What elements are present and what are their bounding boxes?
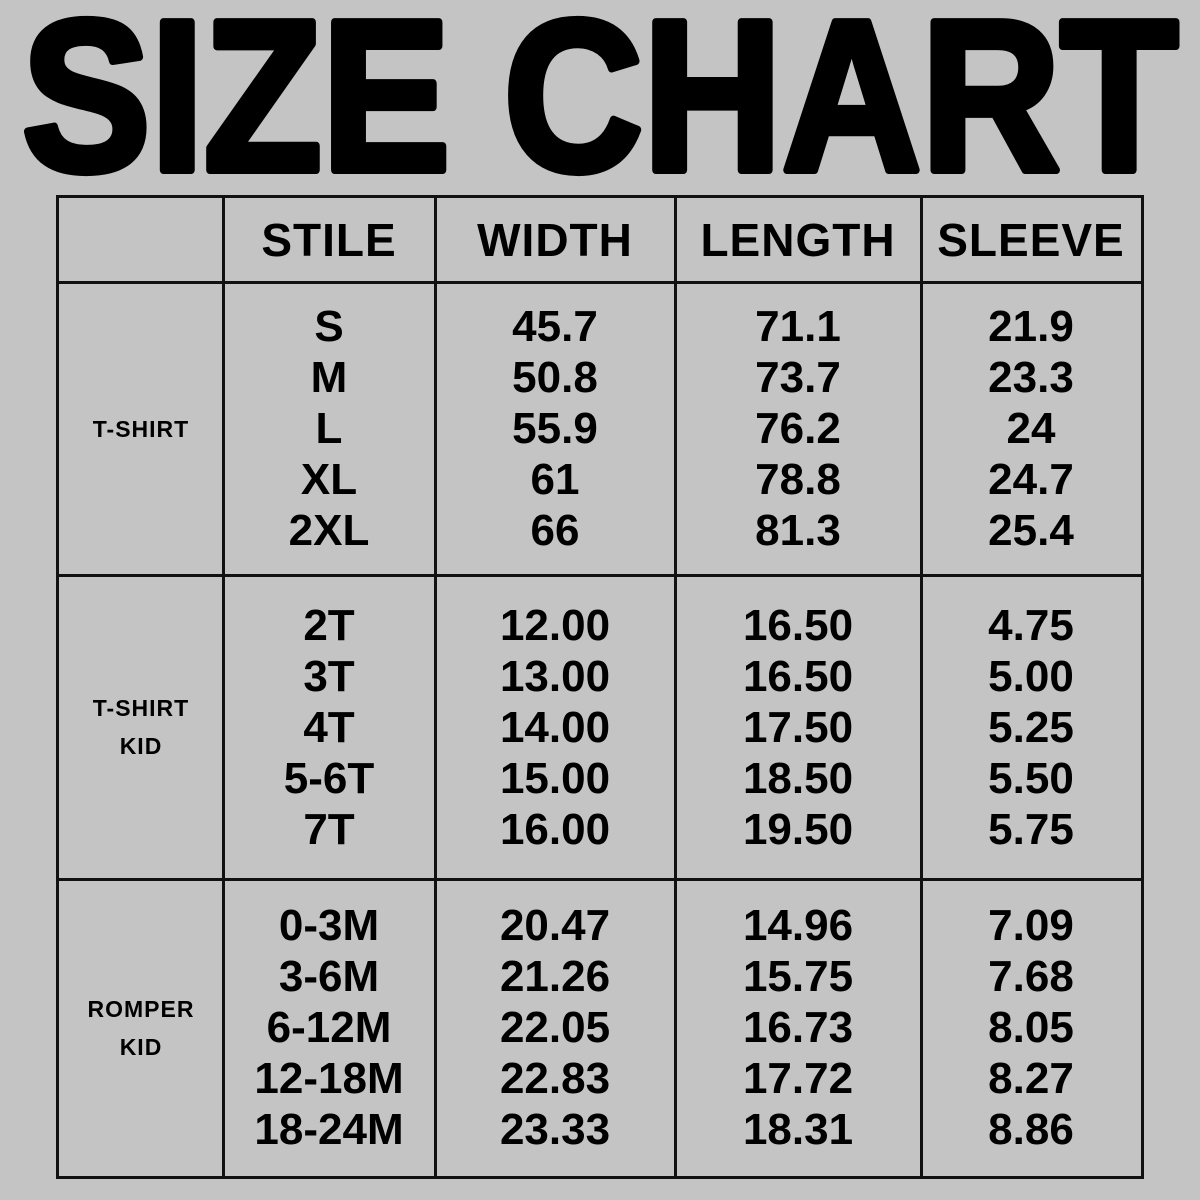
length-value: 76.2 [755, 404, 841, 453]
stile-value: L [315, 404, 343, 453]
row-divider [59, 878, 1141, 881]
sleeve-value: 25.4 [988, 506, 1074, 555]
sleeve-value: 8.05 [988, 1003, 1074, 1052]
width-value: 22.83 [499, 1054, 611, 1103]
column-header: STILE [261, 214, 397, 266]
length-value: 17.72 [742, 1054, 854, 1103]
column-header: WIDTH [477, 214, 633, 266]
width-cell: 12.00 13.00 14.00 15.00 16.00 [435, 575, 675, 879]
stile-value: 18-24M [254, 1105, 404, 1154]
width-value: 50.8 [512, 353, 598, 402]
stile-value: 6-12M [266, 1003, 392, 1052]
stile-value: 2T [303, 600, 355, 650]
width-value: 66 [530, 506, 580, 555]
length-value: 16.73 [742, 1003, 854, 1052]
length-value: 14.96 [742, 901, 854, 950]
stile-value: XL [300, 455, 358, 504]
length-value: 15.75 [742, 952, 854, 1001]
group-label-line: KID [119, 1033, 163, 1060]
group-label-line: ROMPER [87, 995, 195, 1022]
sleeve-value: 21.9 [988, 302, 1074, 351]
width-value: 16.00 [499, 804, 611, 854]
stile-value: 4T [303, 702, 355, 752]
stile-value: M [310, 353, 348, 402]
stile-cell: 2T 3T 4T 5-6T 7T [223, 575, 435, 879]
stile-value: S [314, 302, 344, 351]
page-title: SIZE CHART [18, 0, 1182, 190]
sleeve-value: 8.86 [988, 1105, 1074, 1154]
group-label: ROMPER KID [59, 879, 223, 1176]
sleeve-value: 5.75 [988, 804, 1074, 854]
sleeve-value: 5.50 [988, 753, 1074, 803]
length-value: 71.1 [755, 302, 841, 351]
width-value: 13.00 [499, 651, 611, 701]
sleeve-value: 5.25 [988, 702, 1074, 752]
sleeve-value: 24 [1006, 404, 1056, 453]
row-divider [59, 281, 1141, 284]
sleeve-cell: 7.09 7.68 8.05 8.27 8.86 [921, 879, 1141, 1176]
group-label: T-SHIRT KID [59, 575, 223, 879]
width-value: 15.00 [499, 753, 611, 803]
length-cell: 16.50 16.50 17.50 18.50 19.50 [675, 575, 921, 879]
width-value: 14.00 [499, 702, 611, 752]
group-label: T-SHIRT [59, 282, 223, 575]
sleeve-value: 23.3 [988, 353, 1074, 402]
column-divider [222, 198, 225, 1176]
stile-value: 2XL [288, 506, 370, 555]
length-value: 16.50 [742, 651, 854, 701]
stile-value: 3-6M [278, 952, 380, 1001]
width-cell: 20.47 21.26 22.05 22.83 23.33 [435, 879, 675, 1176]
sleeve-value: 7.09 [988, 901, 1074, 950]
width-value: 21.26 [499, 952, 611, 1001]
length-value: 18.31 [742, 1105, 854, 1154]
sleeve-value: 24.7 [988, 455, 1074, 504]
width-value: 23.33 [499, 1105, 611, 1154]
group-label-line: KID [119, 733, 163, 759]
length-cell: 14.96 15.75 16.73 17.72 18.31 [675, 879, 921, 1176]
width-value: 22.05 [499, 1003, 611, 1052]
stile-value: 0-3M [278, 901, 380, 950]
stile-value: 12-18M [254, 1054, 404, 1103]
column-header: LENGTH [700, 214, 896, 266]
column-divider [674, 198, 677, 1176]
length-value: 78.8 [755, 455, 841, 504]
width-value: 12.00 [499, 600, 611, 650]
sleeve-value: 8.27 [988, 1054, 1074, 1103]
sleeve-cell: 4.75 5.00 5.25 5.50 5.75 [921, 575, 1141, 879]
column-divider [434, 198, 437, 1176]
sleeve-value: 7.68 [988, 952, 1074, 1001]
length-cell: 71.1 73.7 76.2 78.8 81.3 [675, 282, 921, 575]
sleeve-cell: 21.9 23.3 24 24.7 25.4 [921, 282, 1141, 575]
row-divider [59, 574, 1141, 577]
length-value: 18.50 [742, 753, 854, 803]
length-value: 19.50 [742, 804, 854, 854]
stile-value: 7T [303, 804, 355, 854]
length-value: 81.3 [755, 506, 841, 555]
column-divider [920, 198, 923, 1176]
stile-cell: S M L XL 2XL [223, 282, 435, 575]
length-value: 73.7 [755, 353, 841, 402]
stile-value: 5-6T [283, 753, 375, 803]
width-value: 61 [530, 455, 580, 504]
width-value: 45.7 [512, 302, 598, 351]
column-header: SLEEVE [937, 214, 1125, 266]
length-value: 16.50 [742, 600, 854, 650]
group-label-line: T-SHIRT [92, 695, 190, 721]
width-value: 20.47 [499, 901, 611, 950]
sleeve-value: 5.00 [988, 651, 1074, 701]
column-header [59, 198, 223, 282]
length-value: 17.50 [742, 702, 854, 752]
width-cell: 45.7 50.8 55.9 61 66 [435, 282, 675, 575]
group-label-line: T-SHIRT [92, 415, 190, 442]
stile-cell: 0-3M 3-6M 6-12M 12-18M 18-24M [223, 879, 435, 1176]
stile-value: 3T [303, 651, 355, 701]
width-value: 55.9 [512, 404, 598, 453]
title-text: SIZE CHART [22, 0, 1178, 190]
sleeve-value: 4.75 [988, 600, 1074, 650]
size-table: STILE WIDTH LENGTH SLEEVE T-SHIRT S M L XL 2XL 45.… [56, 195, 1144, 1179]
